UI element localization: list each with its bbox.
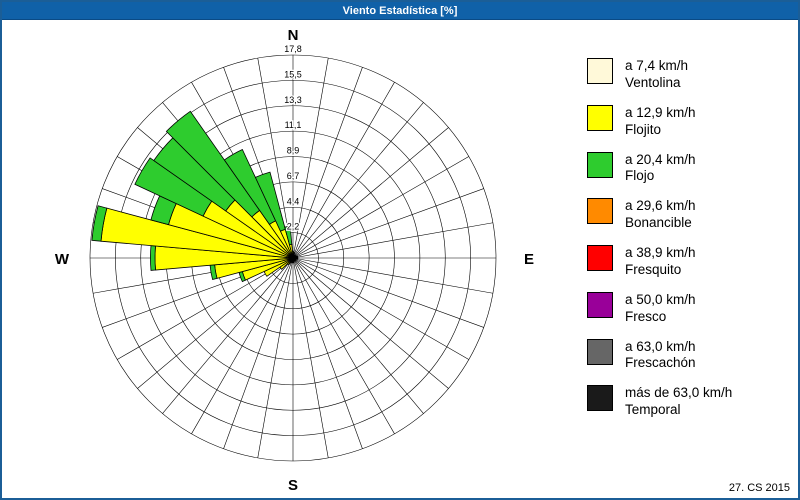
compass-label-north: N: [288, 27, 299, 44]
legend-item: más de 63,0 km/h Temporal: [587, 385, 792, 419]
ring-label: 17,8: [284, 44, 302, 54]
grid-spoke: [162, 257, 294, 414]
wind-petal-flojo: [284, 225, 293, 246]
window-title: Viento Estadística [%]: [342, 4, 458, 17]
grid-spoke: [292, 102, 424, 259]
ring-label: 8,9: [287, 146, 300, 156]
rose-center: [291, 256, 295, 260]
legend-category-name: Flojito: [625, 121, 662, 137]
legend-category-name: Fresco: [625, 308, 667, 324]
ring-label: 2,2: [287, 222, 300, 232]
legend-speed-label: a 7,4 km/h: [625, 58, 689, 73]
grid-spoke: [292, 257, 484, 328]
grid-spoke: [117, 257, 294, 360]
title-bar[interactable]: Viento Estadística [%]: [2, 2, 798, 20]
wind-petal-flojo: [91, 205, 108, 242]
legend-color-swatch: [587, 58, 613, 84]
compass-label-west: W: [55, 251, 70, 268]
ring-label: 6,7: [287, 171, 300, 181]
grid-spoke: [292, 257, 449, 389]
ring-label: 13,3: [284, 95, 302, 105]
wind-rose-chart: 2,2 4,4 6,7 8,9 11,1 13,3 15,5 17,8N S W E: [55, 27, 534, 494]
legend-category-name: Ventolina: [625, 74, 681, 90]
legend-color-swatch: [587, 338, 613, 365]
legend-category-name: Frescachón: [625, 355, 696, 371]
legend-category-name: Flojo: [625, 168, 655, 184]
legend-category-name: Temporal: [625, 402, 681, 418]
grid-spoke: [292, 257, 424, 414]
grid-spoke: [292, 58, 329, 259]
grid-spoke: [292, 156, 469, 259]
legend-color-swatch: [587, 245, 613, 271]
legend-item: a 20,4 km/h Flojo: [587, 151, 792, 186]
wind-petal-flojo: [223, 148, 277, 225]
legend-speed-label: a 20,4 km/h: [625, 151, 696, 167]
grid-spoke: [292, 188, 484, 259]
legend-speed-label: más de 63,0 km/h: [625, 385, 733, 401]
grid-spoke: [257, 58, 294, 259]
grid-spoke: [292, 222, 493, 259]
legend-category-name: Fresquito: [625, 261, 682, 277]
grid-spoke: [223, 257, 294, 449]
legend-speed-label: a 38,9 km/h: [625, 245, 696, 260]
grid-spoke: [292, 257, 363, 449]
grid-spoke: [292, 257, 493, 294]
legend-category-name: Bonancible: [625, 215, 692, 231]
legend-color-swatch: [587, 198, 613, 225]
legend-item: a 50,0 km/h Fresco: [587, 291, 792, 326]
wind-petal-flojo: [150, 245, 156, 271]
grid-spoke: [292, 257, 469, 360]
legend-color-swatch: [587, 104, 613, 131]
legend-item: a 7,4 km/h Ventolina: [587, 58, 792, 92]
ring-label: 15,5: [284, 69, 302, 79]
legend-speed-label: a 29,6 km/h: [625, 198, 696, 214]
grid-spoke: [292, 257, 395, 434]
grid-spoke: [137, 257, 294, 389]
legend-item: a 29,6 km/h Bonancible: [587, 198, 792, 232]
grid-spoke: [292, 127, 449, 259]
ring-label: 11,1: [285, 120, 302, 130]
legend-item: a 38,9 km/h Fresquito: [587, 245, 792, 279]
legend-speed-label: a 63,0 km/h: [625, 338, 696, 354]
grid-spoke: [191, 257, 294, 434]
wind-petal-flojo: [254, 171, 286, 232]
compass-label-east: E: [524, 251, 534, 268]
legend-item: a 12,9 km/h Flojito: [587, 104, 792, 139]
grid-spoke: [257, 257, 294, 458]
wind-petal-flojo: [134, 157, 213, 217]
legend-speed-label: a 50,0 km/h: [625, 291, 696, 307]
legend-speed-label: a 12,9 km/h: [625, 104, 696, 120]
grid-spoke: [292, 82, 395, 259]
footer-text: 27. CS 2015: [728, 482, 790, 494]
legend-color-swatch: [587, 291, 613, 318]
content-area: 2,2 4,4 6,7 8,9 11,1 13,3 15,5 17,8 N S W E a 7,4 k…: [2, 20, 798, 497]
grid-spoke: [292, 67, 363, 259]
legend-item: a 63,0 km/h Frescachón: [587, 338, 792, 373]
legend: a 7,4 km/h Ventolina a 12,9 km/h Flojito a 2…: [587, 58, 792, 419]
wind-petal-flojo: [165, 110, 261, 218]
grid-spoke: [292, 257, 329, 458]
legend-color-swatch: [587, 385, 613, 412]
legend-color-swatch: [587, 151, 613, 178]
ring-label: 4,4: [287, 196, 300, 206]
compass-label-south: S: [288, 477, 298, 494]
